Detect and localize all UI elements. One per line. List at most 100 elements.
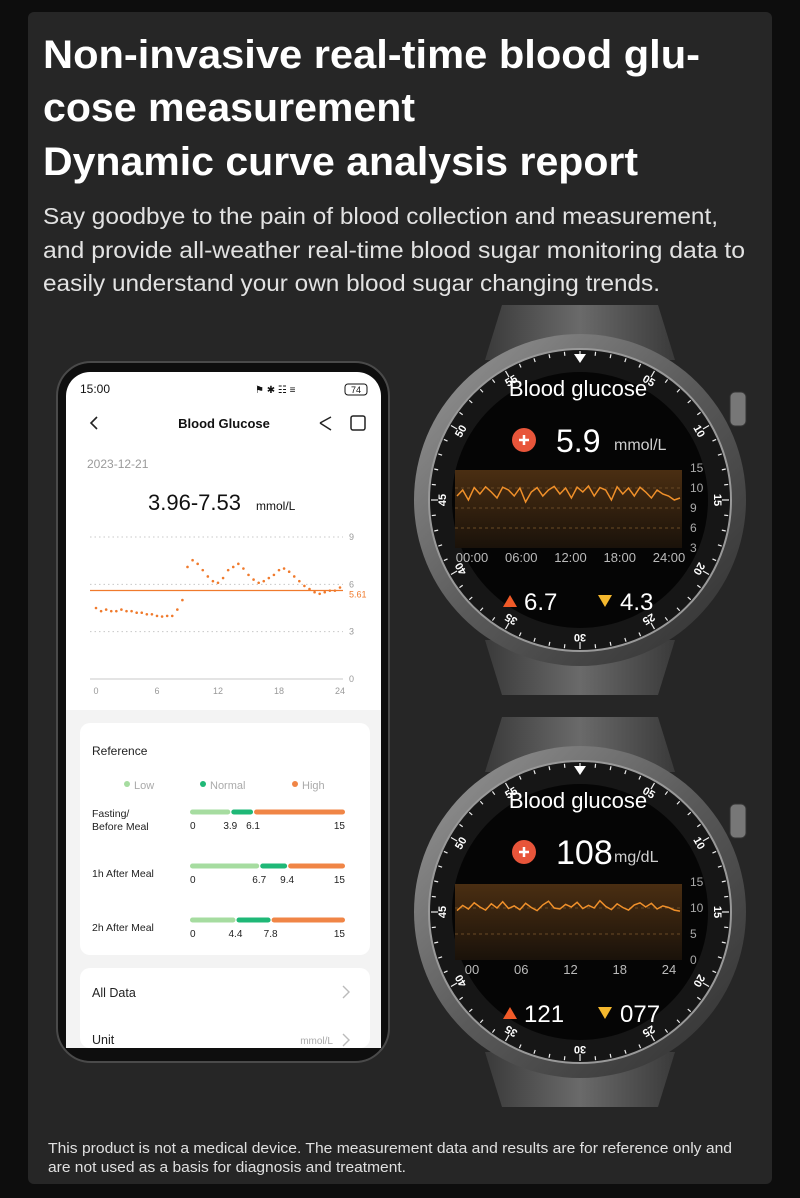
chevron — [342, 985, 350, 999]
bezel-tick — [712, 850, 717, 854]
data-point — [120, 608, 123, 611]
bezel-tick — [638, 775, 642, 780]
description-line: Say goodbye to the pain of blood collect… — [43, 203, 718, 229]
low-arrow — [598, 1007, 612, 1019]
bezel-tick — [687, 1008, 692, 1013]
bezel-tick — [676, 800, 681, 805]
data-point — [196, 562, 199, 566]
bezel-tick — [491, 616, 496, 621]
plot-area — [455, 884, 682, 960]
threshold-label: 15 — [334, 875, 346, 886]
y-tick-label: 6 — [349, 579, 354, 589]
bezel-tick — [650, 370, 656, 378]
bezel-tick — [479, 388, 484, 393]
bezel-tick — [443, 970, 448, 974]
bezel-tick — [504, 370, 510, 378]
description-line: and provide all-weather real-time blood … — [43, 237, 745, 263]
reading-value: 5.9 — [556, 423, 600, 459]
data-point — [231, 565, 235, 569]
y-tick-label: 6 — [690, 521, 697, 535]
bezel-tick — [721, 941, 726, 944]
bezel-tick — [504, 782, 510, 790]
bezel-number: 40 — [453, 972, 470, 989]
row-label: 1h After Meal — [92, 868, 154, 880]
bezel-tick — [664, 1028, 669, 1033]
glucose-curve — [456, 484, 681, 504]
data-point — [313, 590, 316, 594]
reference-title: Reference — [92, 744, 148, 758]
bezel-tick — [702, 424, 710, 430]
bezel-tick — [450, 570, 458, 576]
bezel-tick — [450, 836, 458, 842]
bezel-tick — [434, 880, 439, 883]
bezel-tick — [533, 770, 536, 775]
bezel-marker — [574, 766, 586, 775]
legend-swatch — [200, 781, 206, 787]
bezel-tick — [664, 379, 669, 384]
all-data: All Data — [92, 986, 136, 1000]
x-tick-label: 12:00 — [554, 550, 587, 565]
x-tick-label: 18 — [274, 686, 284, 696]
data-point — [242, 567, 245, 570]
data-point — [160, 615, 164, 618]
glucose-curve — [456, 899, 681, 912]
bezel-number: 05 — [640, 373, 657, 390]
battery-level: 74 — [351, 385, 361, 395]
bezel-marker — [574, 354, 586, 363]
data-point — [282, 567, 286, 570]
unit-label: Unit — [92, 1033, 115, 1047]
range-segment — [236, 917, 271, 923]
bezel-tick — [687, 399, 692, 404]
bezel-tick — [609, 1053, 612, 1058]
data-point — [308, 587, 311, 591]
data-point — [287, 570, 291, 574]
data-point — [181, 598, 184, 602]
bezel-tick — [717, 956, 722, 959]
data-point — [155, 614, 159, 618]
title-line: cose measurement — [43, 86, 415, 130]
range-segment — [271, 917, 345, 923]
row-label: 2h After Meal — [92, 922, 154, 934]
data-point — [323, 590, 327, 594]
chevron — [342, 1033, 350, 1047]
bezel-tick — [638, 1044, 642, 1049]
threshold-label: 15 — [334, 929, 346, 940]
reading-value: 108 — [556, 834, 613, 872]
list-card — [80, 968, 370, 1048]
threshold-label: 4.4 — [229, 929, 243, 940]
bezel-tick — [664, 616, 669, 621]
bezel-tick — [438, 865, 443, 868]
bezel-number: 45 — [437, 906, 449, 918]
x-tick-label: 18 — [613, 962, 627, 977]
bezel-number: 10 — [690, 423, 707, 440]
bezel-tick — [696, 996, 701, 1001]
bezel-tick — [721, 468, 726, 471]
legend-swatch — [292, 781, 298, 787]
bezel-tick — [459, 411, 464, 416]
bezel-tick — [609, 641, 612, 646]
bezel-tick — [468, 811, 473, 816]
bezel-tick — [518, 775, 522, 780]
data-point — [328, 589, 332, 592]
reference-label: 5.61 — [349, 589, 367, 599]
data-point — [140, 611, 144, 615]
legend-swatch — [124, 781, 130, 787]
bezel-tick — [450, 982, 458, 988]
data-point — [115, 609, 118, 613]
y-tick-label: 9 — [349, 532, 354, 542]
title-line: Non-invasive real-time blood glu- — [43, 33, 700, 77]
threshold-label: 0 — [190, 821, 196, 832]
bezel-tick — [479, 1019, 484, 1024]
x-tick-label: 24:00 — [653, 550, 686, 565]
bezel-tick — [479, 607, 484, 612]
x-tick-label: 06:00 — [505, 550, 538, 565]
data-point — [252, 578, 255, 581]
status-icons: ⚑ ✱ ☷ ≡ — [255, 385, 296, 396]
data-point — [338, 586, 342, 589]
bezel-tick — [650, 622, 656, 630]
data-point — [206, 575, 210, 578]
bezel-number: 40 — [453, 560, 470, 577]
bezel-tick — [443, 850, 448, 854]
range-segment — [190, 809, 231, 815]
